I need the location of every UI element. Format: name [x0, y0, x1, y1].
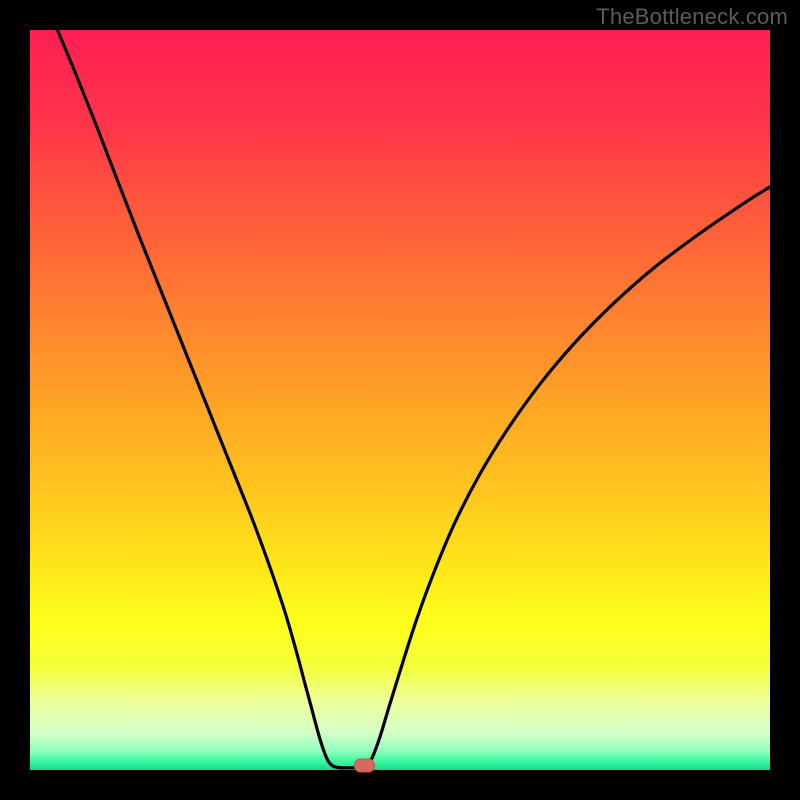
- plot-background: [30, 30, 770, 770]
- watermark-text: TheBottleneck.com: [596, 4, 788, 30]
- bottleneck-chart: [0, 0, 800, 800]
- optimum-marker: [354, 759, 374, 772]
- chart-stage: TheBottleneck.com: [0, 0, 800, 800]
